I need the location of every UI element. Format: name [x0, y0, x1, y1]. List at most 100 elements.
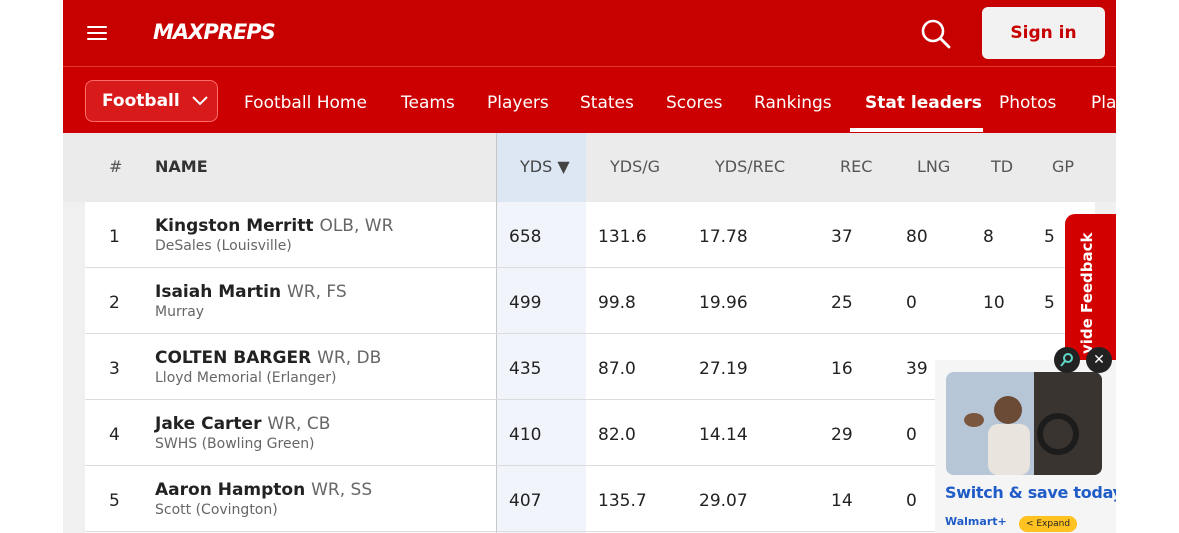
advertisement[interactable]: Switch & save today. Walmart+ < Expand — [935, 360, 1116, 533]
cell-lng: 0 — [906, 491, 917, 511]
sorted-column-cells — [496, 202, 586, 533]
sorted-column-highlight — [496, 133, 586, 202]
player-name-text: COLTEN BARGER — [155, 348, 312, 368]
stats-table-body: 1 Kingston Merritt OLB, WR DeSales (Loui… — [85, 202, 1095, 533]
nav-players[interactable]: Players — [487, 93, 549, 113]
nav-photos[interactable]: Photos — [999, 93, 1057, 113]
col-gp[interactable]: GP — [1052, 157, 1075, 176]
cell-lng: 39 — [906, 359, 928, 379]
player-name-text: Jake Carter — [155, 414, 262, 434]
table-row[interactable]: 5 Aaron Hampton WR, SS Scott (Covington)… — [85, 466, 1095, 532]
player-name[interactable]: Isaiah Martin WR, FS — [155, 282, 347, 302]
cell-yds-per-game: 131.6 — [598, 227, 647, 247]
player-school[interactable]: Scott (Covington) — [155, 502, 278, 518]
maxpreps-logo[interactable]: MAXPREPS — [153, 20, 276, 44]
cell-yds-per-game: 135.7 — [598, 491, 647, 511]
row-rank: 2 — [109, 293, 120, 313]
row-rank: 1 — [109, 227, 120, 247]
cell-rec: 25 — [831, 293, 853, 313]
top-bar: MAXPREPS Sign in — [63, 0, 1116, 66]
sign-in-button[interactable]: Sign in — [982, 7, 1105, 59]
cell-yds: 407 — [509, 491, 542, 511]
col-yds-per-game[interactable]: YDS/G — [610, 157, 661, 176]
player-name[interactable]: Jake Carter WR, CB — [155, 414, 330, 434]
cell-rec: 29 — [831, 425, 853, 445]
player-school[interactable]: SWHS (Bowling Green) — [155, 436, 315, 452]
search-icon[interactable] — [920, 18, 952, 50]
provide-feedback-tab[interactable]: vide Feedback — [1065, 214, 1116, 360]
player-name-text: Isaiah Martin — [155, 282, 282, 302]
feedback-label: vide Feedback — [1078, 232, 1096, 354]
sport-dropdown-label: Football — [102, 91, 180, 111]
player-name[interactable]: COLTEN BARGER WR, DB — [155, 348, 381, 368]
player-name[interactable]: Aaron Hampton WR, SS — [155, 480, 372, 500]
player-position: OLB, WR — [319, 216, 394, 236]
player-position: WR, DB — [317, 348, 382, 368]
cell-yds: 658 — [509, 227, 542, 247]
ad-image[interactable] — [946, 372, 1102, 475]
cell-lng: 0 — [906, 293, 917, 313]
cell-yds-per-game: 82.0 — [598, 425, 636, 445]
row-rank: 5 — [109, 491, 120, 511]
cell-rec: 37 — [831, 227, 853, 247]
cell-yds-per-game: 87.0 — [598, 359, 636, 379]
ad-headline[interactable]: Switch & save today. — [945, 483, 1116, 502]
cell-yds: 410 — [509, 425, 542, 445]
ad-close-button[interactable]: ✕ — [1086, 347, 1112, 373]
cell-rec: 16 — [831, 359, 853, 379]
stats-table-header: # NAME YDS ▼ YDS/G YDS/REC REC LNG TD GP — [63, 133, 1116, 202]
sport-dropdown[interactable]: Football — [85, 80, 218, 122]
table-row[interactable]: 1 Kingston Merritt OLB, WR DeSales (Loui… — [85, 202, 1095, 268]
col-yds-per-rec[interactable]: YDS/REC — [715, 157, 786, 176]
row-rank: 4 — [109, 425, 120, 445]
col-td[interactable]: TD — [991, 157, 1014, 176]
chevron-down-icon — [192, 96, 208, 106]
ad-brand-logo: Walmart+ — [945, 515, 1007, 528]
player-name-text: Aaron Hampton — [155, 480, 306, 500]
player-school[interactable]: Murray — [155, 304, 205, 320]
player-position: WR, CB — [267, 414, 331, 434]
nav-teams[interactable]: Teams — [401, 93, 455, 113]
nav-stat-leaders[interactable]: Stat leaders — [865, 93, 982, 113]
cell-yds-per-rec: 17.78 — [699, 227, 748, 247]
cell-td: 10 — [983, 293, 1005, 313]
active-tab-indicator — [850, 128, 983, 132]
nav-scores[interactable]: Scores — [666, 93, 723, 113]
cell-rec: 14 — [831, 491, 853, 511]
nav-rankings[interactable]: Rankings — [754, 93, 832, 113]
col-rank: # — [109, 157, 123, 176]
row-rank: 3 — [109, 359, 120, 379]
col-name[interactable]: NAME — [155, 157, 208, 176]
ad-expand-button[interactable]: < Expand — [1019, 516, 1077, 532]
nav-more[interactable]: Pla — [1091, 93, 1116, 113]
player-position: WR, SS — [311, 480, 373, 500]
ad-choices-icon[interactable] — [1054, 347, 1080, 373]
cell-yds-per-rec: 19.96 — [699, 293, 748, 313]
cell-yds-per-rec: 27.19 — [699, 359, 748, 379]
cell-td: 8 — [983, 227, 994, 247]
player-school[interactable]: DeSales (Louisville) — [155, 238, 292, 254]
app-frame: MAXPREPS Sign in Football Football Home … — [63, 0, 1116, 533]
cell-gp: 5 — [1044, 293, 1055, 313]
col-rec[interactable]: REC — [840, 157, 873, 176]
nav-states[interactable]: States — [580, 93, 634, 113]
cell-lng: 80 — [906, 227, 928, 247]
cell-yds-per-game: 99.8 — [598, 293, 636, 313]
player-school[interactable]: Lloyd Memorial (Erlanger) — [155, 370, 337, 386]
nav-football-home[interactable]: Football Home — [244, 93, 367, 113]
player-position: WR, FS — [287, 282, 347, 302]
col-lng[interactable]: LNG — [917, 157, 951, 176]
col-yds[interactable]: YDS ▼ — [520, 157, 570, 176]
table-row[interactable]: 2 Isaiah Martin WR, FS Murray 499 99.8 1… — [85, 268, 1095, 334]
cell-yds: 499 — [509, 293, 542, 313]
player-name[interactable]: Kingston Merritt OLB, WR — [155, 216, 393, 236]
cell-yds-per-rec: 29.07 — [699, 491, 748, 511]
table-row[interactable]: 4 Jake Carter WR, CB SWHS (Bowling Green… — [85, 400, 1095, 466]
menu-icon[interactable] — [87, 24, 109, 42]
player-name-text: Kingston Merritt — [155, 216, 314, 236]
cell-lng: 0 — [906, 425, 917, 445]
sport-nav: Football Football Home Teams Players Sta… — [63, 66, 1116, 133]
table-row[interactable]: 3 COLTEN BARGER WR, DB Lloyd Memorial (E… — [85, 334, 1095, 400]
cell-yds-per-rec: 14.14 — [699, 425, 748, 445]
cell-gp: 5 — [1044, 227, 1055, 247]
